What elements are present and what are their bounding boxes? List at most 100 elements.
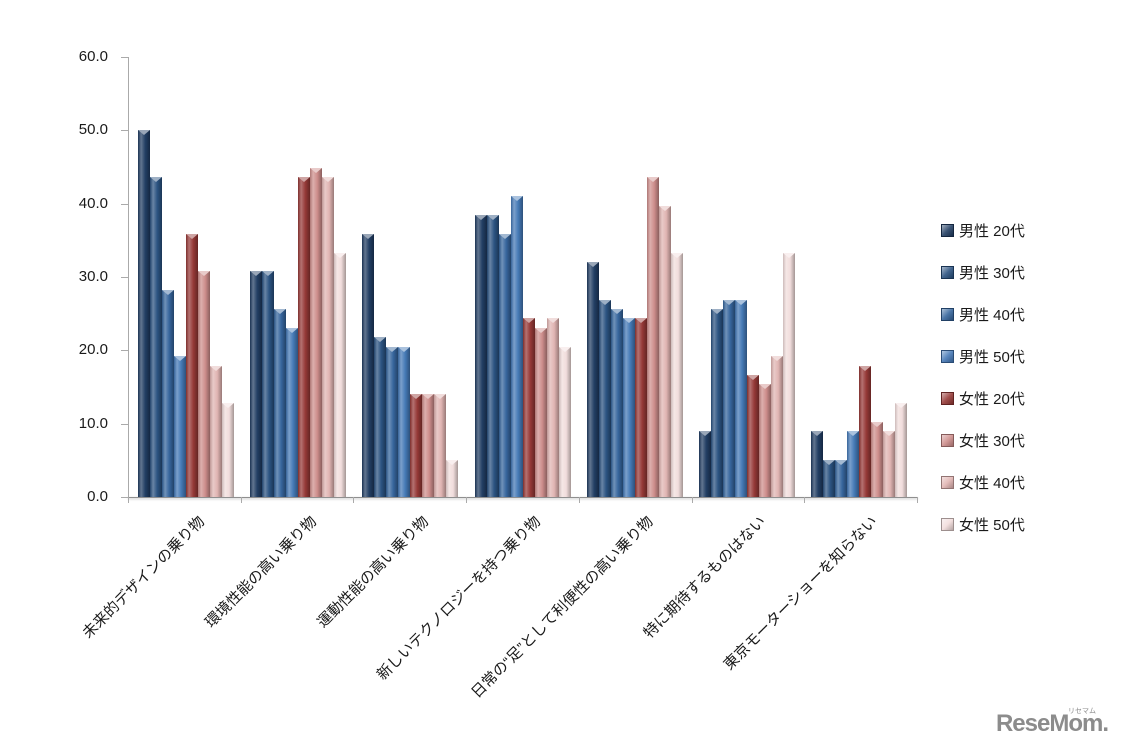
bar-top-bevel (262, 271, 275, 277)
bar-top-bevel (770, 356, 783, 362)
bar-top-bevel (274, 309, 287, 315)
y-axis-tick-label: 10.0 (78, 414, 108, 432)
bar-top-bevel (658, 205, 671, 211)
category-label: 日常の“足”として利便性の高い乗り物 (468, 513, 657, 702)
bar (883, 431, 895, 497)
bar-top-bevel (871, 421, 883, 427)
legend-color-swatch (941, 265, 954, 279)
bar (150, 177, 162, 497)
legend-color-swatch (941, 223, 954, 237)
y-axis-tick (121, 497, 128, 498)
x-axis-tick (578, 497, 580, 503)
bar-top-bevel (782, 252, 795, 258)
legend-label: 女性 50代 (959, 516, 1025, 534)
bar (410, 393, 423, 497)
bar (422, 393, 435, 497)
bar (558, 346, 571, 497)
bar-top-bevel (646, 177, 659, 183)
bar-top-bevel (298, 177, 311, 183)
y-axis-line (128, 57, 129, 498)
legend-item: 男性 20代 (941, 209, 1025, 251)
legend-color-swatch (941, 349, 954, 363)
bar-top-bevel (510, 196, 523, 202)
bar-top-bevel (498, 233, 511, 239)
bar (895, 403, 907, 497)
legend-label: 女性 20代 (959, 390, 1025, 408)
bar (210, 365, 222, 497)
bar-top-bevel (410, 393, 423, 399)
bar-top-bevel (434, 393, 447, 399)
bar (250, 271, 263, 497)
legend-color-swatch (941, 517, 954, 531)
legend-color-swatch (941, 391, 954, 405)
bar (322, 177, 335, 497)
legend-item: 男性 40代 (941, 293, 1025, 335)
bar (710, 309, 723, 497)
bar (670, 252, 683, 497)
y-axis-tick-label: 20.0 (78, 341, 108, 359)
legend-label: 男性 50代 (959, 348, 1025, 366)
y-axis-tick-label: 50.0 (78, 121, 108, 139)
y-axis-tick (121, 350, 128, 352)
bar-group (250, 57, 347, 497)
bar (222, 403, 234, 497)
legend-item: 女性 30代 (941, 419, 1025, 461)
bar (782, 252, 795, 497)
legend-color-swatch (941, 475, 954, 489)
bar (510, 196, 523, 497)
y-axis-tick-label: 40.0 (78, 194, 108, 212)
x-axis-tick (128, 497, 129, 503)
bar (534, 327, 547, 497)
bar-top-bevel (698, 431, 711, 436)
bar-top-bevel (734, 299, 747, 305)
bar-top-bevel (150, 177, 162, 183)
bar-top-bevel (162, 290, 174, 296)
bar (734, 299, 747, 497)
bar (622, 318, 635, 497)
bar (586, 261, 599, 497)
bar-top-bevel (222, 403, 234, 409)
legend-label: 男性 40代 (959, 306, 1025, 324)
y-axis-tick (121, 423, 128, 425)
plot-area (128, 57, 917, 497)
bar (811, 431, 823, 497)
bar-top-bevel (210, 365, 222, 371)
legend-item: 男性 50代 (941, 335, 1025, 377)
bar-group (362, 57, 459, 497)
bar (310, 167, 323, 497)
bar (658, 205, 671, 497)
x-axis-tick (691, 497, 693, 503)
bar (847, 431, 859, 497)
bar (859, 365, 871, 497)
legend-item: 女性 40代 (941, 461, 1025, 503)
legend-label: 男性 30代 (959, 264, 1025, 282)
bar-top-bevel (895, 403, 907, 409)
bar-group (811, 57, 907, 497)
legend-item: 女性 20代 (941, 377, 1025, 419)
bar (274, 309, 287, 497)
x-axis-tick (240, 497, 242, 503)
bar (698, 431, 711, 497)
bar-top-bevel (835, 459, 847, 465)
bar-top-bevel (374, 337, 387, 343)
bar-top-bevel (174, 356, 186, 362)
x-axis-line (128, 497, 918, 498)
category-label: 運動性能の高い乗り物 (314, 513, 433, 632)
bar (646, 177, 659, 497)
bar (286, 327, 299, 497)
y-axis-tick-label: 0.0 (87, 488, 108, 505)
legend-item: 男性 30代 (941, 251, 1025, 293)
bar-top-bevel (598, 299, 611, 305)
bar (871, 421, 883, 497)
chart-legend: 男性 20代 男性 30代 男性 40代 男性 50代 女性 20代 女性 30… (941, 209, 1025, 545)
x-axis-tick (466, 497, 468, 503)
bar-top-bevel (634, 318, 647, 324)
bar (434, 393, 447, 497)
bar-group (586, 57, 683, 497)
bar-top-bevel (534, 327, 547, 333)
bar (546, 318, 559, 497)
bar (362, 233, 375, 497)
legend-item: 女性 50代 (941, 503, 1025, 545)
bar-top-bevel (610, 309, 623, 315)
